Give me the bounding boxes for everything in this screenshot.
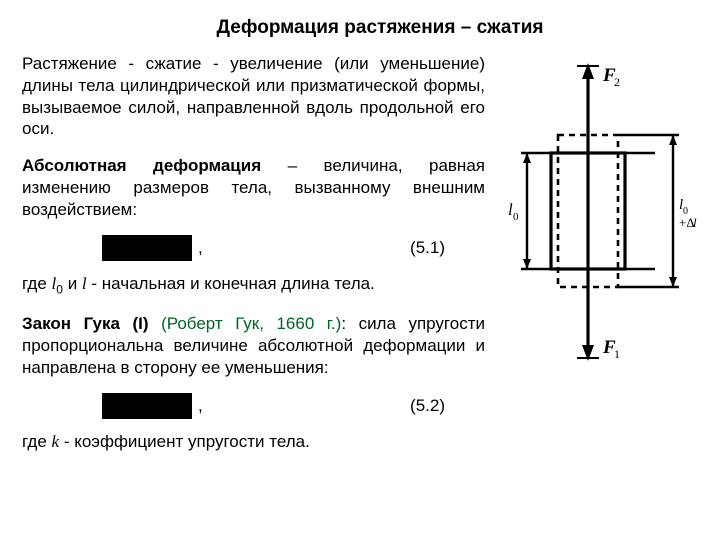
paragraph-1: Растяжение - сжатие - увеличение (или ум…: [22, 53, 485, 140]
paragraph-4: Закон Гука (I) (Роберт Гук, 1660 г.): си…: [22, 313, 485, 378]
svg-text:0: 0: [513, 211, 519, 223]
paragraph-5: где k - коэффициент упругости тела.: [22, 431, 485, 453]
equation-1-redacted: [102, 235, 192, 261]
term-hooke-law: Закон Гука (I): [22, 314, 149, 333]
p3-pre: где: [22, 274, 52, 293]
svg-text:2: 2: [614, 75, 620, 89]
p4-green: (Роберт Гук, 1660 г.): [149, 314, 342, 333]
p5-k: k: [52, 432, 60, 451]
eq1-comma: ,: [198, 238, 203, 258]
p3-mid: и: [63, 274, 82, 293]
figure-column: F 2 F 1 l 0: [503, 53, 698, 453]
main-layout: Растяжение - сжатие - увеличение (или ум…: [22, 53, 698, 453]
svg-text:1: 1: [614, 347, 620, 361]
equation-1-row: , (5.1): [22, 235, 485, 261]
p3-post: - начальная и конечная длина тела.: [87, 274, 375, 293]
text-column: Растяжение - сжатие - увеличение (или ум…: [22, 53, 485, 453]
page-title: Деформация растяжения – сжатия: [22, 17, 698, 39]
svg-text:l: l: [693, 215, 697, 230]
equation-2-redacted: [102, 393, 192, 419]
term-absolute-deformation: Абсолютная деформация: [22, 156, 261, 175]
paragraph-3: где l0 и l - начальная и конечная длина …: [22, 273, 485, 298]
equation-2-row: , (5.2): [22, 393, 485, 419]
p3-l0-sub: 0: [56, 283, 63, 297]
p5-pre: где: [22, 432, 52, 451]
eq2-comma: ,: [198, 396, 203, 416]
eq1-number: (5.1): [410, 238, 445, 258]
paragraph-2: Абсолютная деформация – величина, равная…: [22, 155, 485, 220]
deformation-diagram: F 2 F 1 l 0: [503, 57, 698, 367]
eq2-number: (5.2): [410, 396, 445, 416]
p5-post: - коэффициент упругости тела.: [59, 432, 310, 451]
